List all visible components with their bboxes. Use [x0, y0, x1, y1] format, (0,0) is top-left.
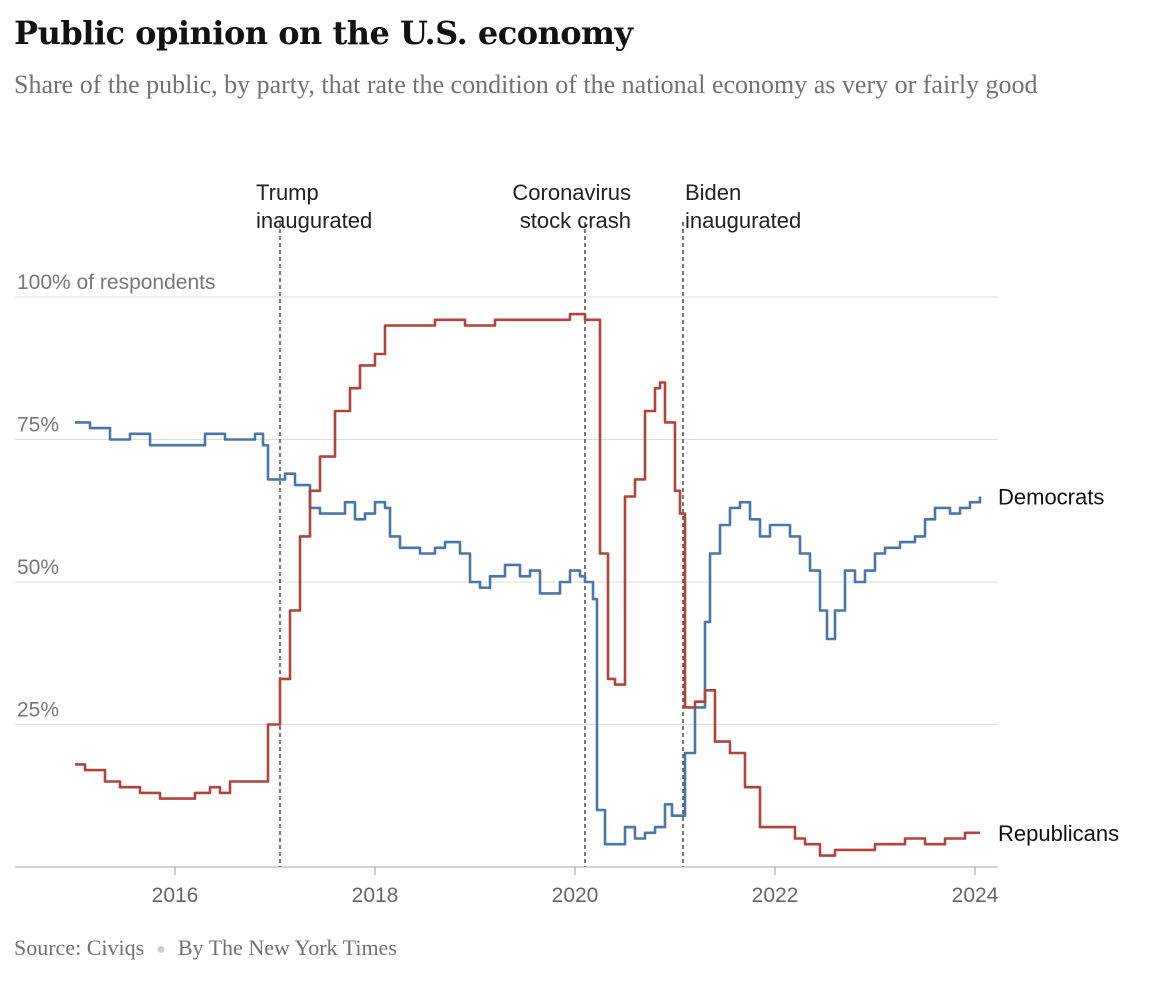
- series-label-republicans: Republicans: [998, 821, 1119, 846]
- series-layer: [75, 312, 982, 857]
- source-text: Source: Civiqs: [14, 935, 145, 960]
- annotation-label: Trump: [256, 180, 319, 205]
- chart-title: Public opinion on the U.S. economy: [14, 14, 633, 52]
- annotation-label: Biden: [685, 180, 741, 205]
- x-tick-label: 2022: [752, 884, 799, 907]
- series-label-democrats: Democrats: [998, 485, 1104, 510]
- byline-text: By The New York Times: [177, 935, 397, 960]
- series-line-republicans: [75, 312, 980, 857]
- annotation-label: stock crash: [520, 208, 631, 233]
- line-chart: 25% 50% 75% 100% of respondents 2016 2018 2020…: [15, 180, 1119, 907]
- y-tick-label: 100% of respondents: [17, 271, 215, 294]
- x-tick-label: 2024: [952, 884, 999, 907]
- separator-dot-icon: ●: [156, 940, 166, 958]
- label-layer: 25% 50% 75% 100% of respondents 2016 2018 2020…: [17, 180, 1119, 907]
- x-tick-label: 2018: [352, 884, 399, 907]
- annotation-layer: [279, 222, 684, 867]
- annotation-label: inaugurated: [256, 208, 372, 233]
- annotation-label: inaugurated: [685, 208, 801, 233]
- x-tick-label: 2020: [552, 884, 599, 907]
- grid-lines: [15, 296, 998, 875]
- y-tick-label: 75%: [17, 414, 59, 437]
- y-tick-label: 50%: [17, 556, 59, 579]
- annotation-label: Coronavirus: [512, 180, 631, 205]
- series-line-democrats: [75, 421, 982, 846]
- y-tick-label: 25%: [17, 699, 59, 722]
- x-tick-label: 2016: [152, 884, 199, 907]
- footer: Source: Civiqs ● By The New York Times: [14, 935, 397, 961]
- chart-subtitle: Share of the public, by party, that rate…: [14, 70, 1038, 99]
